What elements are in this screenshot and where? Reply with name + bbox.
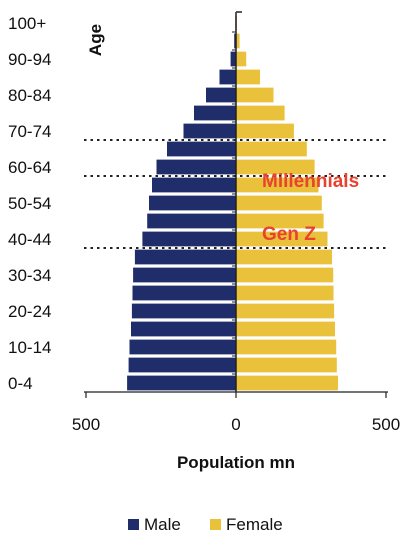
bar-female-30-34 — [236, 267, 334, 283]
bar-male-85-89 — [219, 69, 236, 85]
bar-male-60-64 — [156, 159, 236, 175]
bar-female-95-99 — [236, 33, 240, 49]
category-label: 100+ — [8, 14, 46, 33]
bars-layer — [127, 15, 338, 391]
legend: Male Female — [128, 515, 283, 534]
annotations-layer: Millennials Gen Z — [262, 171, 359, 245]
bar-male-35-39 — [134, 249, 236, 265]
bar-female-45-49 — [236, 213, 324, 229]
bar-male-75-79 — [194, 105, 236, 121]
annotation-gen-z: Gen Z — [262, 224, 316, 245]
x-axis-title: Population mn — [177, 453, 295, 472]
bar-male-90-94 — [230, 51, 236, 67]
bar-female-10-14 — [236, 339, 337, 355]
category-label: 0-4 — [8, 374, 33, 393]
bar-male-25-29 — [132, 285, 236, 301]
category-label: 60-64 — [8, 158, 51, 177]
x-axis-ticks: 500 0 500 — [72, 392, 400, 434]
category-label: 80-84 — [8, 86, 51, 105]
y-axis-title: Age — [86, 24, 105, 56]
bar-female-35-39 — [236, 249, 332, 265]
bar-male-45-49 — [147, 213, 236, 229]
bar-male-40-44 — [142, 231, 236, 247]
bar-female-70-74 — [236, 123, 294, 139]
legend-swatch-female — [210, 519, 221, 530]
category-label: 20-24 — [8, 302, 51, 321]
bar-female-40-44 — [236, 231, 328, 247]
x-tick-label: 500 — [72, 415, 100, 434]
bar-female-0-4 — [236, 375, 338, 391]
category-label: 50-54 — [8, 194, 51, 213]
category-label: 70-74 — [8, 122, 51, 141]
bar-female-60-64 — [236, 159, 315, 175]
bar-female-20-24 — [236, 303, 335, 319]
center-axis-ticks — [232, 11, 242, 393]
bar-female-65-69 — [236, 141, 307, 157]
bar-female-80-84 — [236, 87, 274, 103]
category-label: 30-34 — [8, 266, 51, 285]
bar-female-15-19 — [236, 321, 335, 337]
category-label: 40-44 — [8, 230, 51, 249]
bar-male-80-84 — [206, 87, 236, 103]
bar-male-0-4 — [127, 375, 236, 391]
bar-male-95-99 — [234, 33, 236, 49]
bar-male-5-9 — [128, 357, 236, 373]
bar-female-90-94 — [236, 51, 247, 67]
x-tick-label: 500 — [372, 415, 400, 434]
category-label: 90-94 — [8, 50, 51, 69]
bar-male-50-54 — [149, 195, 236, 211]
legend-label-female: Female — [226, 515, 283, 534]
bar-female-55-59 — [236, 177, 319, 193]
bar-male-65-69 — [167, 141, 236, 157]
legend-swatch-male — [128, 519, 139, 530]
bar-male-15-19 — [131, 321, 236, 337]
x-tick-label: 0 — [231, 415, 240, 434]
legend-label-male: Male — [144, 515, 181, 534]
bar-female-50-54 — [236, 195, 322, 211]
bar-female-75-79 — [236, 105, 285, 121]
bar-male-30-34 — [133, 267, 236, 283]
annotation-millennials: Millennials — [262, 171, 359, 192]
category-labels: 0-4 10-14 20-24 30-34 40-44 50-54 60-64 70-74 80… — [8, 14, 51, 393]
bar-male-55-59 — [152, 177, 236, 193]
bar-male-20-24 — [131, 303, 236, 319]
bar-female-85-89 — [236, 69, 260, 85]
category-label: 10-14 — [8, 338, 51, 357]
bar-male-10-14 — [129, 339, 236, 355]
bar-female-5-9 — [236, 357, 337, 373]
bar-male-70-74 — [183, 123, 236, 139]
bar-female-25-29 — [236, 285, 334, 301]
